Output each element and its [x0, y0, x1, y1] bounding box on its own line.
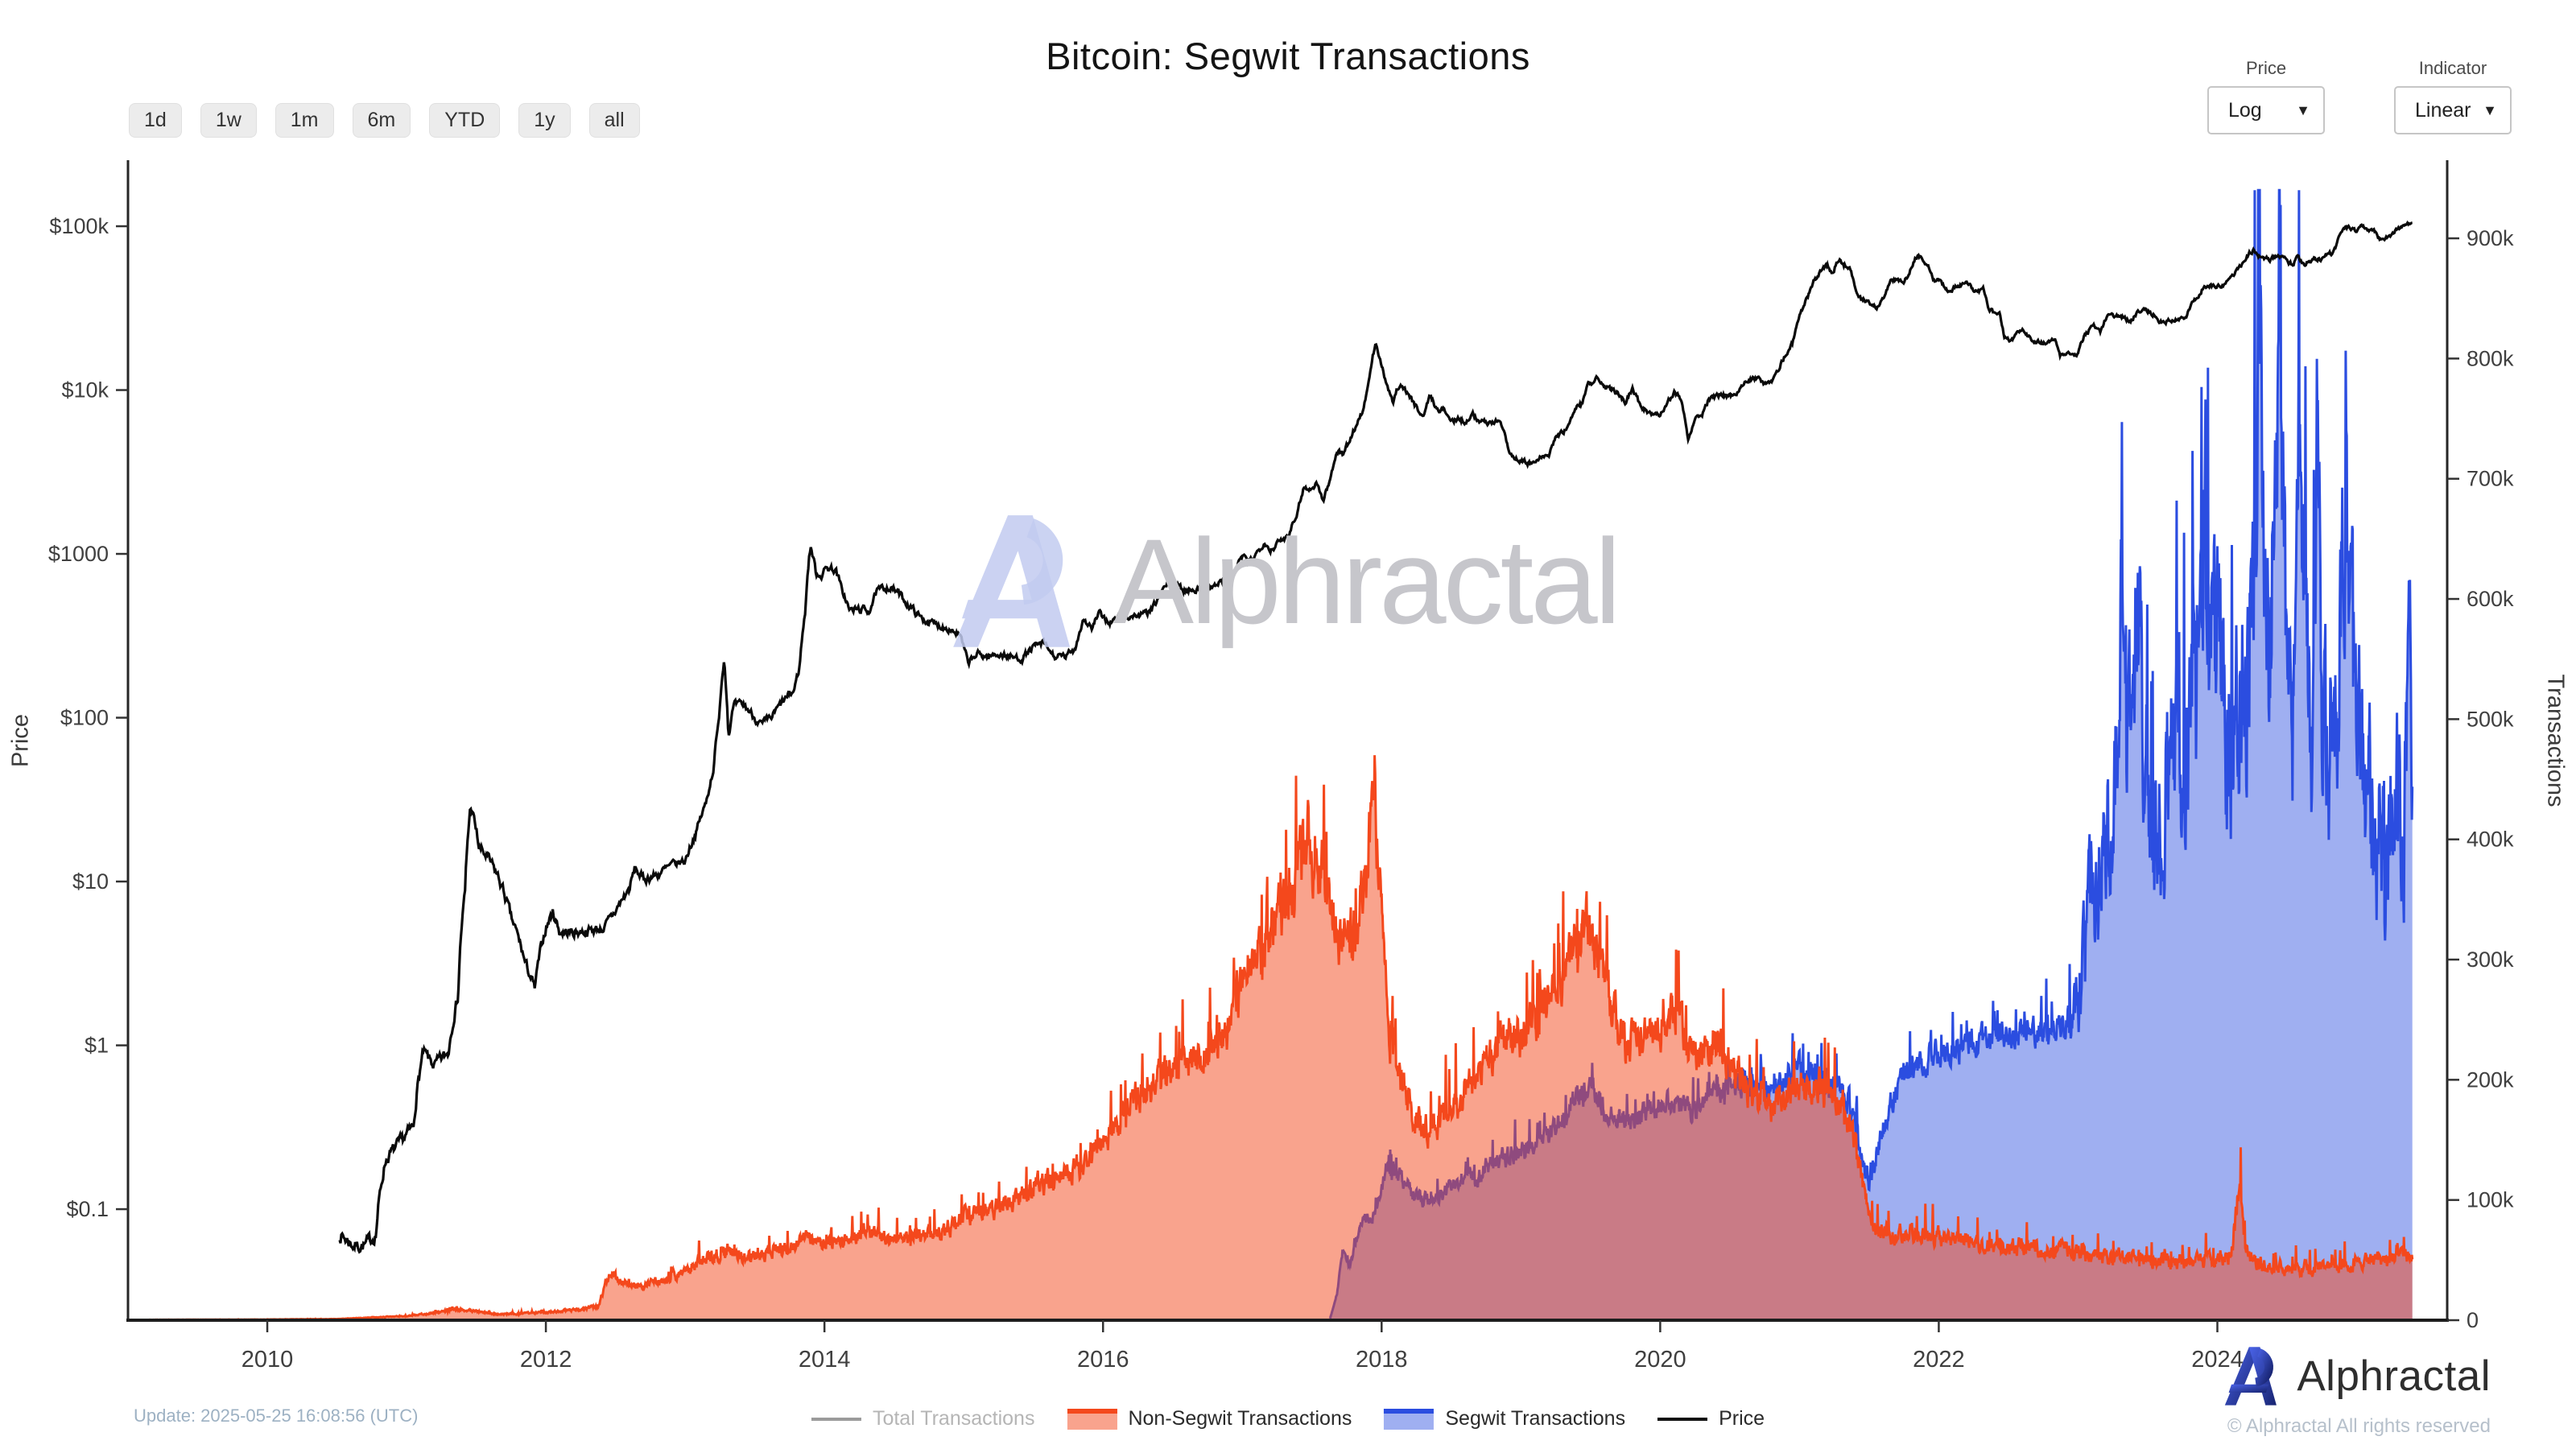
chart-legend: Total Transactions Non-Segwit Transaction… [811, 1407, 1765, 1430]
range-button-ytd[interactable]: YTD [429, 103, 501, 138]
legend-label: Total Transactions [872, 1407, 1035, 1430]
chevron-down-icon: ▼ [2483, 101, 2497, 118]
indicator-select[interactable]: Linear ▼ [2394, 86, 2512, 134]
left-tick-label: $1000 [48, 542, 109, 566]
right-tick-label: 600k [2467, 587, 2514, 611]
series-area-non-segwit-transactions [128, 755, 2413, 1320]
left-tick-label: $100k [49, 214, 109, 238]
x-tick-label: 2018 [1356, 1347, 1408, 1373]
range-button-6m[interactable]: 6m [352, 103, 411, 138]
legend-item-total-transactions[interactable]: Total Transactions [811, 1407, 1035, 1430]
price-scale-select[interactable]: Log ▼ [2207, 86, 2325, 134]
left-tick-label: $10k [61, 378, 109, 402]
legend-item-price[interactable]: Price [1657, 1407, 1765, 1430]
legend-area-swatch [1067, 1408, 1117, 1430]
legend-area-swatch [1384, 1408, 1435, 1430]
left-tick-label: $0.1 [66, 1197, 109, 1221]
left-tick-label: $10 [72, 869, 109, 894]
legend-label: Price [1719, 1407, 1765, 1430]
indicator-control: Indicator Linear ▼ [2394, 58, 2512, 134]
x-tick-label: 2010 [242, 1347, 294, 1373]
right-tick-label: 500k [2467, 707, 2514, 731]
legend-label: Non-Segwit Transactions [1128, 1407, 1352, 1430]
right-tick-label: 800k [2467, 346, 2514, 370]
left-axis-title: Price [7, 713, 34, 768]
x-tick-label: 2020 [1634, 1347, 1686, 1373]
left-tick-label: $1 [85, 1034, 109, 1058]
chevron-down-icon: ▼ [2296, 101, 2310, 118]
right-tick-label: 700k [2467, 467, 2514, 491]
indicator-label: Indicator [2418, 58, 2487, 78]
copyright-text: © Alphractal All rights reserved [2227, 1415, 2491, 1437]
legend-item-non-segwit-transactions[interactable]: Non-Segwit Transactions [1067, 1407, 1352, 1430]
range-button-1y[interactable]: 1y [518, 103, 571, 138]
right-tick-label: 200k [2467, 1067, 2514, 1092]
x-tick-label: 2024 [2191, 1347, 2244, 1373]
range-button-1w[interactable]: 1w [200, 103, 257, 138]
brand-name: Alphractal [2297, 1352, 2491, 1400]
legend-line-swatch [811, 1417, 861, 1421]
update-timestamp: Update: 2025-05-25 16:08:56 (UTC) [134, 1406, 419, 1426]
right-axis-title: Transactions [2542, 674, 2569, 807]
alphractal-logo-icon [2225, 1347, 2277, 1406]
page-title: Bitcoin: Segwit Transactions [1046, 35, 1530, 77]
left-tick-label: $100 [60, 706, 109, 730]
brand-footer: Alphractal [2223, 1346, 2491, 1406]
legend-line-swatch [1657, 1417, 1708, 1421]
indicator-value: Linear [2415, 98, 2471, 122]
range-toolbar: 1d 1w 1m 6m YTD 1y all [129, 103, 640, 138]
x-tick-label: 2022 [1913, 1347, 1965, 1373]
x-tick-label: 2012 [520, 1347, 572, 1373]
range-button-all[interactable]: all [588, 103, 640, 138]
series-line-non-segwit-transactions [128, 755, 2414, 1320]
legend-item-segwit-transactions[interactable]: Segwit Transactions [1384, 1407, 1625, 1430]
right-tick-label: 300k [2467, 947, 2514, 972]
right-tick-label: 400k [2467, 828, 2514, 852]
legend-label: Segwit Transactions [1445, 1407, 1626, 1430]
range-button-1m[interactable]: 1m [275, 103, 334, 138]
right-tick-label: 0 [2467, 1308, 2479, 1332]
price-scale-label: Price [2245, 58, 2287, 78]
series-area-segwit-transactions [1330, 190, 2413, 1320]
price-scale-control: Price Log ▼ [2207, 58, 2325, 134]
series-line-price [338, 220, 2413, 1254]
right-tick-label: 100k [2467, 1188, 2514, 1212]
right-tick-label: 900k [2467, 226, 2514, 250]
x-tick-label: 2014 [799, 1347, 851, 1373]
range-button-1d[interactable]: 1d [129, 103, 182, 138]
price-scale-value: Log [2228, 98, 2262, 122]
x-tick-label: 2016 [1077, 1347, 1129, 1373]
